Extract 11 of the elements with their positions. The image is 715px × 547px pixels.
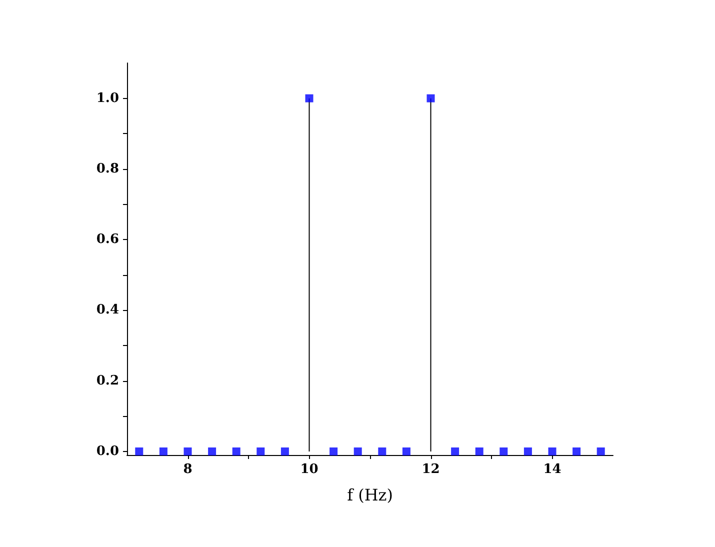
y-tick-label: 0.0 [96,444,119,459]
x-axis-title: f (Hz) [347,486,393,504]
y-tick-label: 1.0 [96,90,119,106]
y-tick-label: 0.2 [96,373,119,388]
x-tick-label: 14 [543,462,562,477]
y-tick-label: 0.8 [96,161,119,176]
x-tick-label: 10 [300,462,318,477]
x-tick-label: 12 [422,462,440,477]
y-tick-label: 0.6 [96,232,119,248]
x-tick-label: 8 [183,462,192,477]
y-tick-label: 0.4 [96,302,119,318]
